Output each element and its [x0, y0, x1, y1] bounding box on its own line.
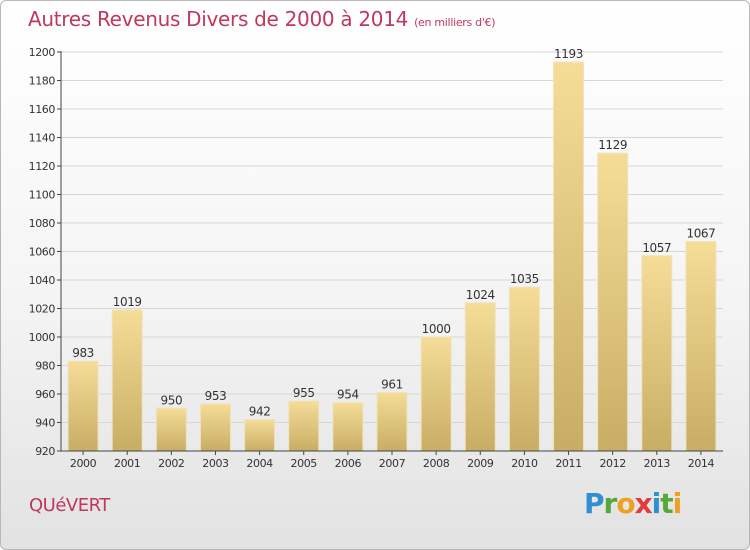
x-tick-label: 2003	[202, 457, 229, 470]
y-tick-label: 1040	[29, 274, 56, 287]
y-tick-label: 960	[35, 388, 55, 401]
bar-value-label: 1193	[554, 47, 583, 61]
bar-value-label: 1129	[598, 138, 627, 152]
bar-value-label: 950	[160, 393, 182, 407]
bar	[244, 419, 276, 452]
x-tick-label: 2013	[644, 457, 671, 470]
y-tick-label: 1200	[29, 46, 56, 59]
brand-logo-letter: i	[651, 487, 662, 520]
x-tick-label: 2006	[335, 457, 362, 470]
brand-logo-letter: t	[660, 487, 673, 520]
y-tick-label: 1100	[29, 189, 56, 202]
x-tick-label: 2009	[467, 457, 494, 470]
y-tick-label: 1180	[29, 75, 56, 88]
bar	[597, 152, 629, 452]
y-tick-label: 1000	[29, 331, 56, 344]
bar	[420, 336, 452, 452]
brand-logo-letter: r	[603, 487, 618, 520]
x-tick-label: 2007	[379, 457, 406, 470]
y-tick-label: 1080	[29, 217, 56, 230]
bar	[288, 400, 320, 452]
brand-logo-letter: P	[584, 487, 605, 520]
x-tick-label: 2000	[70, 457, 97, 470]
brand-logo-letter: o	[616, 487, 635, 520]
bar	[67, 360, 99, 452]
bar	[199, 403, 231, 452]
y-tick-label: 1020	[29, 303, 56, 316]
y-axis: 920 940 960 980 1000 1020 1040 1060 1080 1100 1120…	[29, 46, 62, 458]
brand-logo-letter: x	[634, 487, 653, 520]
bar	[332, 402, 364, 452]
x-tick-label: 2008	[423, 457, 450, 470]
bar	[685, 241, 717, 452]
x-tick-label: 2005	[291, 457, 318, 470]
y-tick-label: 920	[35, 445, 55, 458]
brand-logo: Proxiti	[584, 487, 683, 520]
x-tick-label: 2004	[246, 457, 273, 470]
bar	[155, 407, 187, 452]
bar-value-label: 953	[205, 389, 227, 403]
bar	[553, 61, 585, 452]
bar-value-label: 1067	[686, 227, 715, 241]
x-tick-label: 2001	[114, 457, 140, 470]
x-tick-label: 2011	[555, 457, 581, 470]
bar-value-label: 954	[337, 388, 359, 402]
city-name: QUéVERT	[29, 495, 110, 516]
y-tick-label: 940	[35, 417, 55, 430]
brand-logo-letter: i	[672, 487, 683, 520]
y-tick-label: 1060	[29, 246, 56, 259]
y-tick-label: 1160	[29, 103, 56, 116]
chart-unit: (en milliers d'€)	[414, 16, 496, 29]
y-tick-label: 1120	[29, 160, 56, 173]
bar-value-label: 1024	[466, 288, 495, 302]
bar	[111, 309, 143, 452]
bar-value-label: 942	[249, 405, 271, 419]
bar-value-label: 983	[72, 346, 94, 360]
x-tick-label: 2012	[599, 457, 625, 470]
bar	[508, 286, 540, 452]
bar	[641, 255, 673, 452]
bar-value-label: 1000	[422, 322, 451, 336]
chart-title: Autres Revenus Divers de 2000 à 2014 (en …	[28, 7, 496, 31]
bars: 983 1019 950 953 942 955 954 961 1000 1024 1035 119…	[67, 47, 717, 452]
chart-title-text: Autres Revenus Divers de 2000 à 2014	[28, 7, 409, 31]
bar-value-label: 961	[381, 378, 403, 392]
bar-value-label: 1057	[642, 241, 671, 255]
bar-value-label: 1035	[510, 272, 539, 286]
bar-value-label: 955	[293, 386, 315, 400]
x-tick-label: 2010	[511, 457, 538, 470]
y-tick-label: 980	[35, 360, 55, 373]
x-tick-label: 2002	[158, 457, 184, 470]
bar	[376, 392, 408, 452]
x-tick-label: 2014	[688, 457, 715, 470]
y-tick-label: 1140	[29, 132, 56, 145]
x-axis: 2000 2001 2002 2003 2004 2005 2006 2007 2008 2009…	[61, 450, 723, 470]
bar	[464, 302, 496, 452]
bar-value-label: 1019	[113, 295, 142, 309]
